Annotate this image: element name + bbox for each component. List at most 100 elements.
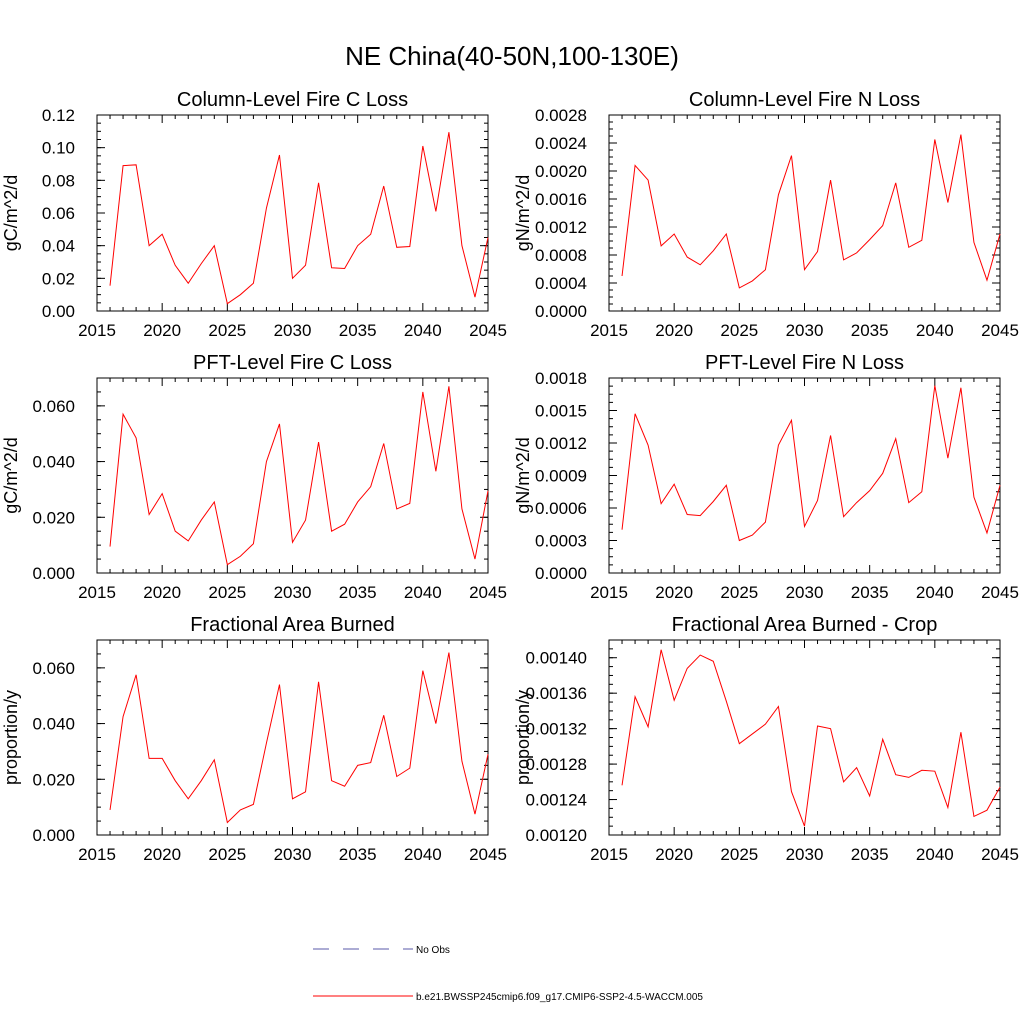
x-tick-label: 2035 [339,321,377,340]
x-tick-label: 2015 [78,583,116,602]
y-tick-label: 0.0028 [535,106,587,125]
panel-title: PFT-Level Fire C Loss [193,352,392,374]
legend-label-no-obs: No Obs [416,945,450,956]
x-tick-label: 2040 [404,583,442,602]
x-tick-label: 2025 [208,845,246,864]
y-tick-label: 0.020 [32,508,75,527]
y-axis-label: proportion/y [1,690,21,785]
x-tick-label: 2025 [208,321,246,340]
x-tick-label: 2030 [786,583,824,602]
chart-panel-2: Column-Level Fire N Loss gN/m^2/d 2015 2020… [513,89,1019,340]
x-tick-label: 2020 [655,583,693,602]
x-tick-label: 2015 [590,583,628,602]
y-tick-label: 0.00120 [526,826,587,845]
y-tick-label: 0.0008 [535,246,587,265]
y-tick-label: 0.06 [42,204,75,223]
x-tick-label: 2040 [916,321,954,340]
x-tick-label: 2035 [339,845,377,864]
x-tick-label: 2040 [916,845,954,864]
chart-panel-1: Column-Level Fire C Loss gC/m^2/d 2015 2020… [1,89,507,340]
x-tick-label: 2045 [469,321,507,340]
x-tick-label: 2015 [590,321,628,340]
x-tick-label: 2030 [274,321,312,340]
plot-frame [608,639,1001,836]
y-tick-label: 0.12 [42,106,75,125]
y-tick-label: 0.0004 [535,274,587,293]
chart-panel-4: PFT-Level Fire N Loss gN/m^2/d 2015 2020 202… [513,352,1019,602]
x-tick-label: 2020 [143,845,181,864]
x-tick-label: 2020 [655,845,693,864]
x-tick-label: 2015 [78,845,116,864]
chart-panel-3: PFT-Level Fire C Loss gC/m^2/d 2015 2020 202… [1,352,507,602]
x-tick-label: 2040 [404,321,442,340]
panels: Column-Level Fire C Loss gC/m^2/d 2015 2020… [1,89,1019,864]
y-tick-label: 0.00 [42,302,75,321]
panel-title: Column-Level Fire C Loss [177,89,408,111]
x-tick-label: 2045 [981,321,1019,340]
x-tick-label: 2020 [143,583,181,602]
y-tick-label: 0.0012 [535,218,587,237]
y-tick-label: 0.060 [32,397,75,416]
x-tick-label: 2040 [916,583,954,602]
legend: No Obs b.e21.BWSSP245cmip6.f09_g17.CMIP6… [313,945,703,1003]
x-tick-label: 2015 [590,845,628,864]
y-tick-label: 0.0018 [535,369,587,388]
x-tick-label: 2025 [720,845,758,864]
y-axis-label: proportion/y [513,690,533,785]
chart-panel-5: Fractional Area Burned proportion/y 2015 20… [1,614,507,864]
figure-title: NE China(40-50N,100-130E) [345,41,679,71]
y-tick-label: 0.000 [32,564,75,583]
plot-frame [96,114,489,312]
plot-frame [96,639,489,836]
y-tick-label: 0.00140 [526,649,587,668]
y-tick-label: 0.0003 [535,532,587,551]
y-tick-label: 0.0009 [535,467,587,486]
y-axis-label: gC/m^2/d [1,437,21,513]
series-line-1 [621,134,1001,289]
y-tick-label: 0.0024 [535,134,587,153]
y-tick-label: 0.0016 [535,190,587,209]
panel-title: PFT-Level Fire N Loss [705,352,904,374]
y-tick-label: 0.0015 [535,402,587,421]
x-tick-label: 2045 [981,583,1019,602]
x-tick-label: 2035 [851,321,889,340]
x-tick-label: 2045 [469,583,507,602]
x-tick-label: 2040 [404,845,442,864]
y-tick-label: 0.000 [32,826,75,845]
chart-panel-6: Fractional Area Burned - Crop proportion/… [513,614,1019,864]
y-tick-label: 0.040 [32,715,75,734]
y-tick-label: 0.0006 [535,499,587,518]
plot-frame [96,377,489,574]
x-tick-label: 2025 [720,321,758,340]
y-tick-label: 0.04 [42,237,75,256]
plot-frame [608,114,1001,312]
x-tick-label: 2035 [339,583,377,602]
x-tick-label: 2015 [78,321,116,340]
x-tick-label: 2035 [851,845,889,864]
y-tick-label: 0.10 [42,139,75,158]
panel-title: Fractional Area Burned [190,614,395,636]
series-line-1 [109,386,489,566]
x-tick-label: 2025 [208,583,246,602]
x-tick-label: 2030 [274,845,312,864]
panel-title: Fractional Area Burned - Crop [672,614,938,636]
y-tick-label: 0.08 [42,171,75,190]
y-tick-label: 0.020 [32,770,75,789]
y-tick-label: 0.02 [42,269,75,288]
x-tick-label: 2035 [851,583,889,602]
x-tick-label: 2020 [143,321,181,340]
x-tick-label: 2030 [274,583,312,602]
y-tick-label: 0.00124 [526,791,587,810]
series-line-1 [621,385,1001,542]
y-tick-label: 0.0012 [535,434,587,453]
y-tick-label: 0.00136 [526,684,587,703]
legend-label-model: b.e21.BWSSP245cmip6.f09_g17.CMIP6-SSP2-4… [416,992,703,1003]
x-tick-label: 2045 [469,845,507,864]
y-axis-label: gN/m^2/d [513,437,533,513]
x-tick-label: 2030 [786,845,824,864]
x-tick-label: 2020 [655,321,693,340]
x-tick-label: 2045 [981,845,1019,864]
panel-title: Column-Level Fire N Loss [689,89,920,111]
series-line-1 [621,649,1001,827]
